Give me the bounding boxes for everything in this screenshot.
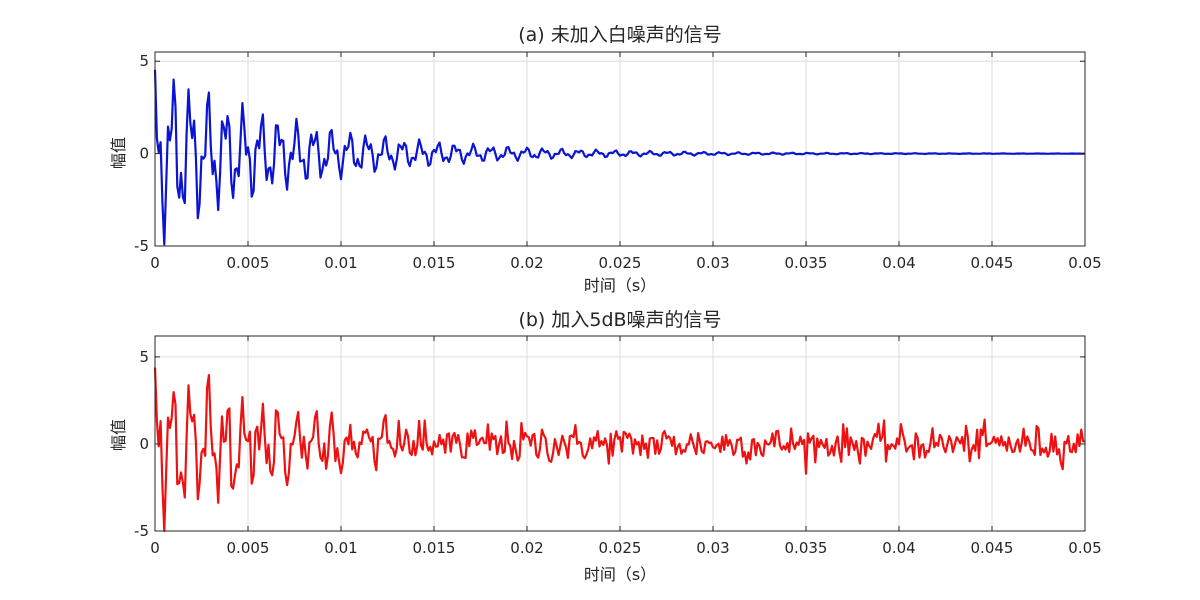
x-tick-label: 0.01 [324, 254, 357, 272]
x-tick-label: 0 [150, 254, 160, 272]
x-tick-label: 0.035 [785, 254, 828, 272]
x-tick-label: 0.02 [510, 254, 543, 272]
chart-title-b: (b) 加入5dB噪声的信号 [518, 309, 721, 331]
chart-panel-a: (a) 未加入白噪声的信号 0 0.005 0.01 0.015 0.02 0.025 0.… [109, 24, 1102, 295]
x-tick-label: 0.035 [785, 539, 828, 557]
chart-panel-b: (b) 加入5dB噪声的信号 0 0.005 0.01 0.015 0.02 0.025 0… [109, 309, 1102, 584]
x-tick-label: 0.05 [1068, 539, 1101, 557]
x-axis-label-b: 时间（s） [584, 565, 656, 584]
series-line-a [153, 69, 1086, 246]
y-axis-ticks-a: -5 0 5 [134, 52, 1085, 255]
y-tick-label: -5 [134, 237, 149, 255]
x-tick-label: 0.015 [413, 539, 456, 557]
x-tick-label: 0.04 [882, 254, 915, 272]
y-tick-label: 0 [139, 145, 149, 163]
x-tick-label: 0.03 [696, 539, 729, 557]
y-axis-ticks-b: -5 0 5 [134, 348, 1085, 540]
y-tick-label: 5 [139, 348, 149, 366]
x-tick-label: 0.015 [413, 254, 456, 272]
chart-title-a: (a) 未加入白噪声的信号 [518, 24, 722, 46]
y-tick-label: 0 [139, 435, 149, 453]
x-tick-label: 0.05 [1068, 254, 1101, 272]
y-axis-label-b: 幅值 [109, 419, 128, 451]
x-tick-label: 0.01 [324, 539, 357, 557]
x-axis-ticks-a: 0 0.005 0.01 0.015 0.02 0.025 0.03 0.035 0.04 0.0… [150, 52, 1102, 272]
x-tick-label: 0.025 [599, 254, 642, 272]
x-tick-label: 0 [150, 539, 160, 557]
x-tick-label: 0.025 [599, 539, 642, 557]
x-tick-label: 0.005 [227, 254, 270, 272]
x-tick-label: 0.02 [510, 539, 543, 557]
x-tick-label: 0.03 [696, 254, 729, 272]
series-line-b [153, 367, 1085, 533]
x-tick-label: 0.045 [971, 539, 1014, 557]
x-axis-ticks-b: 0 0.005 0.01 0.015 0.02 0.025 0.03 0.035 0.04 0.0… [150, 336, 1102, 557]
y-axis-label-a: 幅值 [109, 137, 128, 169]
series-line [153, 367, 1085, 533]
x-tick-label: 0.005 [227, 539, 270, 557]
series-line [153, 69, 1086, 246]
y-tick-label: -5 [134, 522, 149, 540]
x-tick-label: 0.045 [971, 254, 1014, 272]
x-tick-label: 0.04 [882, 539, 915, 557]
y-tick-label: 5 [139, 52, 149, 70]
x-axis-label-a: 时间（s） [584, 276, 656, 295]
